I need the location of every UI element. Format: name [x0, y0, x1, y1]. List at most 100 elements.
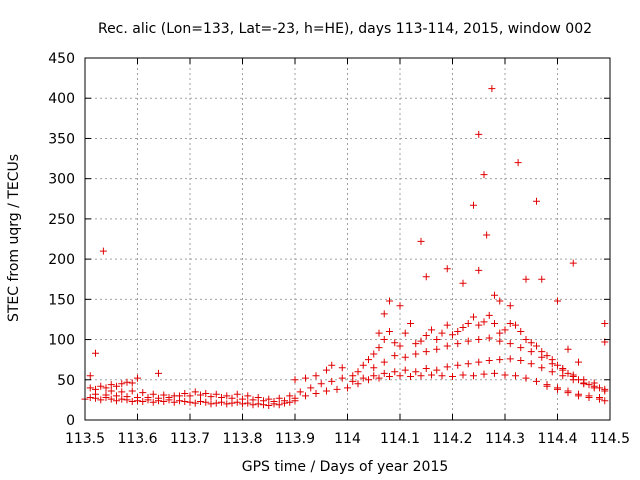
data-point	[275, 401, 283, 409]
data-point	[396, 342, 404, 350]
data-point	[291, 376, 299, 384]
data-point	[459, 323, 467, 331]
data-point	[134, 393, 141, 401]
data-point	[186, 398, 194, 406]
data-point	[449, 373, 456, 381]
data-point	[202, 398, 210, 406]
data-point	[522, 374, 530, 382]
data-point	[365, 356, 372, 364]
data-point	[491, 291, 498, 299]
data-point	[480, 370, 488, 378]
data-point	[286, 398, 294, 406]
data-point	[128, 387, 136, 395]
data-point	[543, 352, 551, 360]
data-point	[118, 388, 126, 396]
data-point	[139, 397, 147, 405]
data-point	[407, 319, 414, 327]
y-tick-label: 450	[48, 51, 75, 67]
x-axis-label: GPS time / Days of year 2015	[242, 459, 449, 475]
data-point	[354, 380, 362, 388]
data-point	[338, 374, 346, 382]
data-point	[170, 398, 178, 406]
data-point	[443, 363, 451, 371]
data-point	[160, 391, 168, 399]
data-point	[375, 374, 383, 382]
data-point	[517, 344, 525, 352]
data-point	[475, 266, 483, 274]
data-point	[569, 371, 577, 379]
data-point	[218, 393, 225, 401]
data-point	[412, 368, 420, 376]
data-point	[438, 329, 446, 337]
x-tick-label: 114.1	[380, 431, 420, 447]
data-point	[160, 397, 168, 405]
data-point	[212, 390, 220, 398]
data-point	[202, 389, 210, 397]
data-point	[580, 376, 588, 384]
data-point	[533, 342, 540, 350]
data-point	[564, 369, 572, 377]
data-point	[191, 388, 199, 396]
data-point	[323, 387, 330, 395]
x-tick-label: 114.5	[590, 431, 630, 447]
data-point	[123, 378, 131, 386]
data-point	[443, 342, 451, 350]
data-point	[527, 348, 535, 356]
data-point	[244, 392, 252, 400]
data-point	[422, 348, 430, 356]
data-point	[559, 365, 567, 373]
data-point	[564, 345, 572, 353]
data-point	[191, 399, 199, 407]
data-point	[433, 366, 441, 374]
data-point	[428, 371, 435, 379]
data-point	[102, 391, 110, 399]
data-point	[249, 396, 257, 404]
data-point	[417, 337, 425, 345]
data-point	[338, 364, 346, 372]
data-point	[386, 373, 393, 381]
data-point	[370, 364, 378, 372]
data-point	[517, 328, 525, 336]
data-point	[86, 384, 94, 392]
data-point	[97, 382, 105, 390]
data-point	[107, 395, 115, 403]
data-point	[228, 394, 236, 402]
data-point	[475, 358, 483, 366]
data-point	[596, 395, 603, 403]
data-point	[170, 392, 178, 400]
data-point	[365, 376, 372, 384]
data-point	[233, 390, 241, 398]
data-point	[380, 336, 388, 344]
data-point	[533, 197, 540, 205]
data-point	[155, 369, 162, 377]
data-point	[548, 360, 556, 368]
data-point	[475, 130, 483, 138]
data-point	[401, 329, 409, 337]
data-point	[433, 345, 441, 353]
data-point	[433, 336, 441, 344]
data-point	[470, 313, 477, 321]
data-point	[186, 392, 194, 400]
y-tick-label: 50	[57, 373, 75, 389]
data-point	[296, 388, 304, 396]
data-point	[488, 85, 496, 93]
data-point	[401, 353, 409, 361]
y-tick-label: 350	[48, 131, 75, 147]
data-point	[380, 358, 388, 366]
data-point	[359, 374, 367, 382]
data-point	[118, 380, 126, 388]
x-tick-label: 114.4	[537, 431, 577, 447]
data-point	[527, 360, 535, 368]
data-points	[81, 85, 609, 410]
data-point	[475, 321, 483, 329]
data-point	[128, 379, 136, 387]
data-point	[113, 382, 120, 390]
y-tick-label: 0	[66, 413, 75, 429]
data-point	[207, 393, 215, 401]
data-point	[464, 319, 472, 327]
data-point	[107, 387, 115, 395]
data-point	[265, 395, 273, 403]
data-point	[548, 368, 556, 376]
data-point	[464, 337, 472, 345]
data-point	[443, 265, 451, 273]
